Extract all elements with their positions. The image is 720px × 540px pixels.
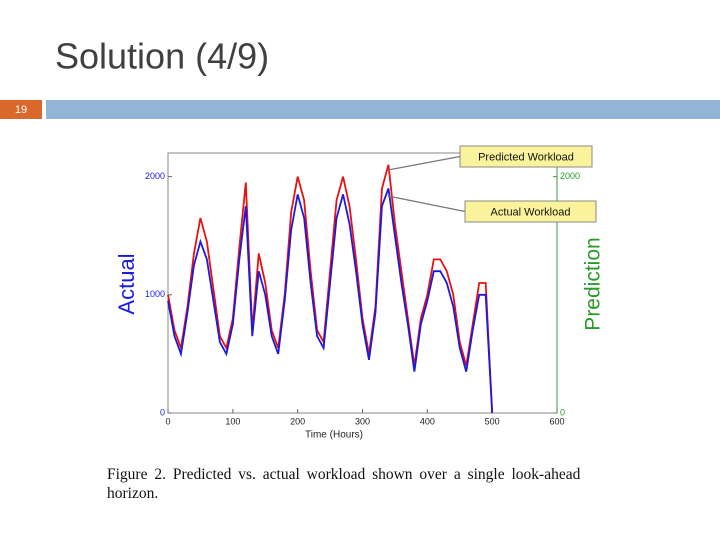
series-line xyxy=(167,188,494,414)
y-axis-label: Actual xyxy=(114,253,139,314)
y2-axis-label: Prediction xyxy=(582,237,605,330)
legend-label: Predicted Workload xyxy=(478,151,574,163)
y-tick-label: 0 xyxy=(160,407,165,417)
x-tick-label: 100 xyxy=(225,416,240,426)
y2-tick-label: 0 xyxy=(560,407,565,417)
callout-box xyxy=(459,145,593,168)
x-tick-label: 500 xyxy=(485,416,500,426)
page-number: 19 xyxy=(15,104,27,116)
figure-caption: Figure 2. Predicted vs. actual workload … xyxy=(107,466,581,502)
x-tick-label: 0 xyxy=(165,416,170,426)
y-tick-label: 2000 xyxy=(145,171,165,181)
x-axis-label: Time (Hours) xyxy=(305,430,363,441)
legend-label: Actual Workload xyxy=(491,206,571,218)
slide-title: Solution (4/9) xyxy=(55,36,269,77)
callout-box xyxy=(464,200,597,223)
x-tick-label: 400 xyxy=(420,416,435,426)
x-tick-label: 300 xyxy=(355,416,370,426)
series-line xyxy=(167,164,494,414)
y-tick-label: 1000 xyxy=(145,289,165,299)
y2-tick-label: 2000 xyxy=(560,171,580,181)
callout-arrow xyxy=(387,155,461,171)
x-tick-label: 600 xyxy=(549,416,564,426)
plot-frame xyxy=(167,152,558,414)
header-bar xyxy=(46,100,720,119)
page-badge xyxy=(0,100,42,119)
callout-arrow xyxy=(387,195,466,213)
x-tick-label: 200 xyxy=(290,416,305,426)
